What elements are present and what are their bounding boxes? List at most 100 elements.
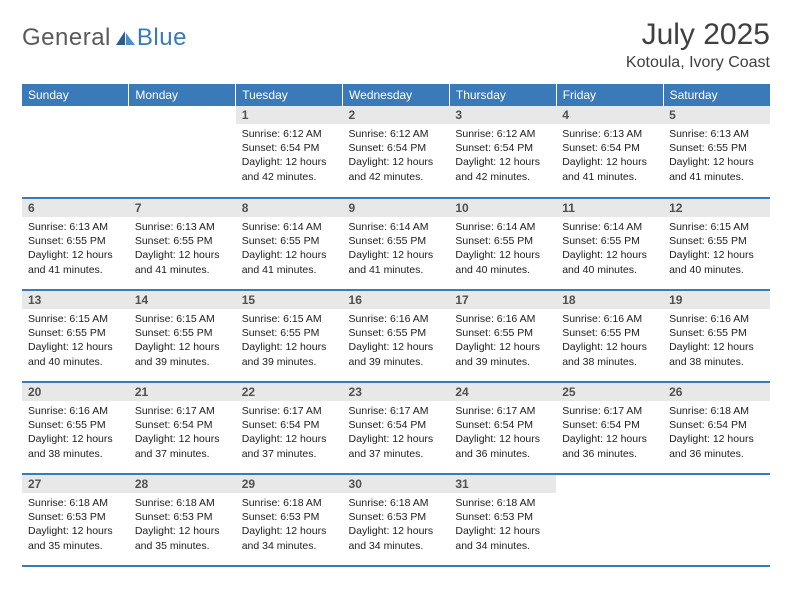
day-number: 8 (236, 199, 343, 217)
weekday-header: Friday (556, 84, 663, 106)
day-details: Sunrise: 6:17 AMSunset: 6:54 PMDaylight:… (449, 401, 556, 465)
month-title: July 2025 (626, 18, 770, 52)
day-number: 20 (22, 383, 129, 401)
weekday-header: Tuesday (236, 84, 343, 106)
day-details: Sunrise: 6:13 AMSunset: 6:55 PMDaylight:… (129, 217, 236, 281)
weekday-header: Thursday (449, 84, 556, 106)
calendar-day-cell: 20Sunrise: 6:16 AMSunset: 6:55 PMDayligh… (22, 382, 129, 474)
day-details: Sunrise: 6:17 AMSunset: 6:54 PMDaylight:… (343, 401, 450, 465)
day-details: Sunrise: 6:14 AMSunset: 6:55 PMDaylight:… (343, 217, 450, 281)
day-details: Sunrise: 6:12 AMSunset: 6:54 PMDaylight:… (236, 124, 343, 188)
day-details: Sunrise: 6:14 AMSunset: 6:55 PMDaylight:… (449, 217, 556, 281)
calendar-day-cell: 4Sunrise: 6:13 AMSunset: 6:54 PMDaylight… (556, 106, 663, 198)
day-number: 23 (343, 383, 450, 401)
logo-text-general: General (22, 24, 111, 52)
weekday-header: Saturday (663, 84, 770, 106)
calendar-day-cell: .. (22, 106, 129, 198)
title-block: July 2025 Kotoula, Ivory Coast (626, 18, 770, 72)
header: General Blue July 2025 Kotoula, Ivory Co… (22, 18, 770, 72)
day-details: Sunrise: 6:15 AMSunset: 6:55 PMDaylight:… (129, 309, 236, 373)
day-number: 11 (556, 199, 663, 217)
calendar-table: Sunday Monday Tuesday Wednesday Thursday… (22, 84, 770, 567)
day-details: Sunrise: 6:17 AMSunset: 6:54 PMDaylight:… (236, 401, 343, 465)
calendar-week-row: 13Sunrise: 6:15 AMSunset: 6:55 PMDayligh… (22, 290, 770, 382)
calendar-day-cell: 23Sunrise: 6:17 AMSunset: 6:54 PMDayligh… (343, 382, 450, 474)
day-details: Sunrise: 6:13 AMSunset: 6:55 PMDaylight:… (22, 217, 129, 281)
day-details: Sunrise: 6:16 AMSunset: 6:55 PMDaylight:… (663, 309, 770, 373)
calendar-week-row: 6Sunrise: 6:13 AMSunset: 6:55 PMDaylight… (22, 198, 770, 290)
calendar-week-row: 20Sunrise: 6:16 AMSunset: 6:55 PMDayligh… (22, 382, 770, 474)
calendar-day-cell: 13Sunrise: 6:15 AMSunset: 6:55 PMDayligh… (22, 290, 129, 382)
day-number: 9 (343, 199, 450, 217)
calendar-day-cell: 11Sunrise: 6:14 AMSunset: 6:55 PMDayligh… (556, 198, 663, 290)
day-number: 30 (343, 475, 450, 493)
calendar-day-cell: 12Sunrise: 6:15 AMSunset: 6:55 PMDayligh… (663, 198, 770, 290)
day-details: Sunrise: 6:14 AMSunset: 6:55 PMDaylight:… (236, 217, 343, 281)
day-details: Sunrise: 6:18 AMSunset: 6:53 PMDaylight:… (22, 493, 129, 557)
day-number: 15 (236, 291, 343, 309)
calendar-day-cell: 8Sunrise: 6:14 AMSunset: 6:55 PMDaylight… (236, 198, 343, 290)
day-details: Sunrise: 6:16 AMSunset: 6:55 PMDaylight:… (22, 401, 129, 465)
day-number: 28 (129, 475, 236, 493)
day-number: 24 (449, 383, 556, 401)
day-details: Sunrise: 6:12 AMSunset: 6:54 PMDaylight:… (343, 124, 450, 188)
day-details: Sunrise: 6:16 AMSunset: 6:55 PMDaylight:… (556, 309, 663, 373)
weekday-header: Sunday (22, 84, 129, 106)
calendar-day-cell: 26Sunrise: 6:18 AMSunset: 6:54 PMDayligh… (663, 382, 770, 474)
day-number: 7 (129, 199, 236, 217)
calendar-day-cell: 27Sunrise: 6:18 AMSunset: 6:53 PMDayligh… (22, 474, 129, 566)
day-details: Sunrise: 6:16 AMSunset: 6:55 PMDaylight:… (449, 309, 556, 373)
calendar-day-cell: 10Sunrise: 6:14 AMSunset: 6:55 PMDayligh… (449, 198, 556, 290)
day-details: Sunrise: 6:13 AMSunset: 6:54 PMDaylight:… (556, 124, 663, 188)
calendar-day-cell: 17Sunrise: 6:16 AMSunset: 6:55 PMDayligh… (449, 290, 556, 382)
day-number: 18 (556, 291, 663, 309)
day-details: Sunrise: 6:15 AMSunset: 6:55 PMDaylight:… (236, 309, 343, 373)
day-details: Sunrise: 6:15 AMSunset: 6:55 PMDaylight:… (663, 217, 770, 281)
calendar-day-cell: 15Sunrise: 6:15 AMSunset: 6:55 PMDayligh… (236, 290, 343, 382)
location: Kotoula, Ivory Coast (626, 54, 770, 72)
day-number: 29 (236, 475, 343, 493)
day-details: Sunrise: 6:15 AMSunset: 6:55 PMDaylight:… (22, 309, 129, 373)
day-details: Sunrise: 6:17 AMSunset: 6:54 PMDaylight:… (129, 401, 236, 465)
day-details: Sunrise: 6:14 AMSunset: 6:55 PMDaylight:… (556, 217, 663, 281)
calendar-body: ....1Sunrise: 6:12 AMSunset: 6:54 PMDayl… (22, 106, 770, 566)
calendar-day-cell: 9Sunrise: 6:14 AMSunset: 6:55 PMDaylight… (343, 198, 450, 290)
calendar-day-cell: 19Sunrise: 6:16 AMSunset: 6:55 PMDayligh… (663, 290, 770, 382)
day-details: Sunrise: 6:18 AMSunset: 6:53 PMDaylight:… (236, 493, 343, 557)
day-number: 21 (129, 383, 236, 401)
calendar-day-cell: 1Sunrise: 6:12 AMSunset: 6:54 PMDaylight… (236, 106, 343, 198)
calendar-week-row: 27Sunrise: 6:18 AMSunset: 6:53 PMDayligh… (22, 474, 770, 566)
day-details: Sunrise: 6:12 AMSunset: 6:54 PMDaylight:… (449, 124, 556, 188)
day-number: 16 (343, 291, 450, 309)
day-details: Sunrise: 6:18 AMSunset: 6:53 PMDaylight:… (449, 493, 556, 557)
day-number: 19 (663, 291, 770, 309)
day-number: 25 (556, 383, 663, 401)
calendar-day-cell: 21Sunrise: 6:17 AMSunset: 6:54 PMDayligh… (129, 382, 236, 474)
calendar-day-cell: .. (129, 106, 236, 198)
weekday-header-row: Sunday Monday Tuesday Wednesday Thursday… (22, 84, 770, 106)
calendar-day-cell: 2Sunrise: 6:12 AMSunset: 6:54 PMDaylight… (343, 106, 450, 198)
calendar-day-cell: 18Sunrise: 6:16 AMSunset: 6:55 PMDayligh… (556, 290, 663, 382)
day-number: 14 (129, 291, 236, 309)
calendar-day-cell: .. (663, 474, 770, 566)
calendar-day-cell: .. (556, 474, 663, 566)
day-number: 31 (449, 475, 556, 493)
calendar-day-cell: 28Sunrise: 6:18 AMSunset: 6:53 PMDayligh… (129, 474, 236, 566)
day-details: Sunrise: 6:18 AMSunset: 6:54 PMDaylight:… (663, 401, 770, 465)
day-details: Sunrise: 6:16 AMSunset: 6:55 PMDaylight:… (343, 309, 450, 373)
day-number: 5 (663, 106, 770, 124)
logo: General Blue (22, 24, 187, 52)
calendar-day-cell: 25Sunrise: 6:17 AMSunset: 6:54 PMDayligh… (556, 382, 663, 474)
day-number: 27 (22, 475, 129, 493)
calendar-day-cell: 30Sunrise: 6:18 AMSunset: 6:53 PMDayligh… (343, 474, 450, 566)
calendar-day-cell: 31Sunrise: 6:18 AMSunset: 6:53 PMDayligh… (449, 474, 556, 566)
day-number: 10 (449, 199, 556, 217)
day-number: 22 (236, 383, 343, 401)
day-details: Sunrise: 6:17 AMSunset: 6:54 PMDaylight:… (556, 401, 663, 465)
calendar-day-cell: 16Sunrise: 6:16 AMSunset: 6:55 PMDayligh… (343, 290, 450, 382)
day-number: 26 (663, 383, 770, 401)
calendar-day-cell: 5Sunrise: 6:13 AMSunset: 6:55 PMDaylight… (663, 106, 770, 198)
day-details: Sunrise: 6:13 AMSunset: 6:55 PMDaylight:… (663, 124, 770, 188)
calendar-day-cell: 29Sunrise: 6:18 AMSunset: 6:53 PMDayligh… (236, 474, 343, 566)
logo-sail-icon (115, 29, 137, 47)
